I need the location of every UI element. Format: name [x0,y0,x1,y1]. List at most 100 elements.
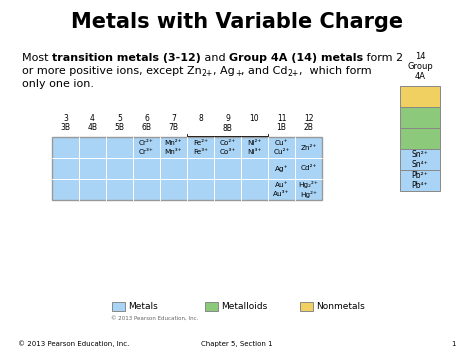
Bar [112,302,125,311]
Text: 6: 6 [144,114,149,123]
Bar [160,158,187,179]
Bar [187,158,214,179]
Text: 4: 4 [90,114,95,123]
Text: 2+: 2+ [202,69,213,78]
Bar [52,179,79,200]
Bar [106,137,133,158]
Bar [295,179,322,200]
Text: only one ion.: only one ion. [22,79,94,89]
Text: Cd²⁺: Cd²⁺ [301,165,317,171]
Text: or more positive ions, except Zn: or more positive ions, except Zn [22,66,202,76]
Bar [400,128,440,149]
Text: 4B: 4B [88,123,98,132]
Bar [300,302,313,311]
Text: +: + [235,69,241,78]
Text: © 2013 Pearson Education, Inc.: © 2013 Pearson Education, Inc. [18,340,129,347]
Text: 2+: 2+ [288,69,299,78]
Bar [268,137,295,158]
Text: 8: 8 [198,114,203,123]
Text: Group 4A (14) metals: Group 4A (14) metals [229,53,363,63]
Text: 1: 1 [452,341,456,347]
Bar [241,137,268,158]
Text: Zn²⁺: Zn²⁺ [301,144,317,151]
Bar [79,137,106,158]
Text: © 2013 Pearson Education, Inc.: © 2013 Pearson Education, Inc. [111,316,199,321]
Text: Co²⁺: Co²⁺ [219,140,236,146]
Text: Metals with Variable Charge: Metals with Variable Charge [71,12,403,32]
Text: 3: 3 [63,114,68,123]
Text: ,  which form: , which form [299,66,372,76]
Text: Pb⁴⁺: Pb⁴⁺ [412,181,428,190]
Text: transition metals (3-12): transition metals (3-12) [52,53,201,63]
Bar [295,158,322,179]
Text: Mn³⁺: Mn³⁺ [165,149,182,155]
Bar [295,137,322,158]
Text: 5: 5 [117,114,122,123]
Bar [187,137,214,158]
Text: 7B: 7B [168,123,179,132]
Bar [133,158,160,179]
Text: Ni³⁺: Ni³⁺ [247,149,262,155]
Bar [214,179,241,200]
Bar [160,137,187,158]
Text: form 2: form 2 [363,53,403,63]
Bar [400,107,440,128]
Bar [52,137,79,158]
Text: Chapter 5, Section 1: Chapter 5, Section 1 [201,341,273,347]
Text: Cr³⁺: Cr³⁺ [139,149,154,155]
Text: 6B: 6B [142,123,152,132]
Text: Sn⁴⁺: Sn⁴⁺ [411,160,428,169]
Text: Cu²⁺: Cu²⁺ [273,149,290,155]
Text: Ag⁺: Ag⁺ [275,165,288,172]
Text: Cu⁺: Cu⁺ [275,140,288,146]
Text: Metals: Metals [128,302,158,311]
Text: 8B: 8B [223,124,232,133]
Text: Mn²⁺: Mn²⁺ [165,140,182,146]
Bar [214,137,241,158]
Bar [205,302,218,311]
Bar [79,179,106,200]
Bar [52,137,322,200]
Text: 7: 7 [171,114,176,123]
Text: , Ag: , Ag [213,66,235,76]
Text: Most: Most [22,53,52,63]
Text: Fe²⁺: Fe²⁺ [193,140,208,146]
Text: 2B: 2B [303,123,313,132]
Bar [214,158,241,179]
Text: Hg₂²⁺: Hg₂²⁺ [299,181,319,189]
Text: 3B: 3B [61,123,71,132]
Text: and: and [201,53,229,63]
Text: Cr²⁺: Cr²⁺ [139,140,154,146]
Text: 10: 10 [250,114,259,123]
Text: 11: 11 [277,114,286,123]
Text: , and Cd: , and Cd [241,66,288,76]
Bar [133,179,160,200]
Text: Metalloids: Metalloids [221,302,267,311]
Bar [106,179,133,200]
Text: Group: Group [407,62,433,71]
Bar [241,158,268,179]
Text: 12: 12 [304,114,313,123]
Text: Ni²⁺: Ni²⁺ [247,140,262,146]
Text: Co³⁺: Co³⁺ [219,149,236,155]
Text: Au³⁺: Au³⁺ [273,191,290,197]
Text: Au⁺: Au⁺ [275,182,288,188]
Text: Sn²⁺: Sn²⁺ [411,151,428,159]
Text: 9: 9 [225,114,230,123]
Bar [133,137,160,158]
Bar [187,179,214,200]
Text: 5B: 5B [115,123,125,132]
Text: Nonmetals: Nonmetals [316,302,365,311]
Bar [241,179,268,200]
Bar [160,179,187,200]
Bar [268,179,295,200]
Text: 4A: 4A [414,72,426,81]
Text: 1B: 1B [276,123,286,132]
Bar [52,158,79,179]
Bar [400,149,440,170]
Bar [400,86,440,107]
Text: Pb²⁺: Pb²⁺ [411,171,428,180]
Bar [400,170,440,191]
Text: Fe³⁺: Fe³⁺ [193,149,208,155]
Text: Hg²⁺: Hg²⁺ [300,191,317,198]
